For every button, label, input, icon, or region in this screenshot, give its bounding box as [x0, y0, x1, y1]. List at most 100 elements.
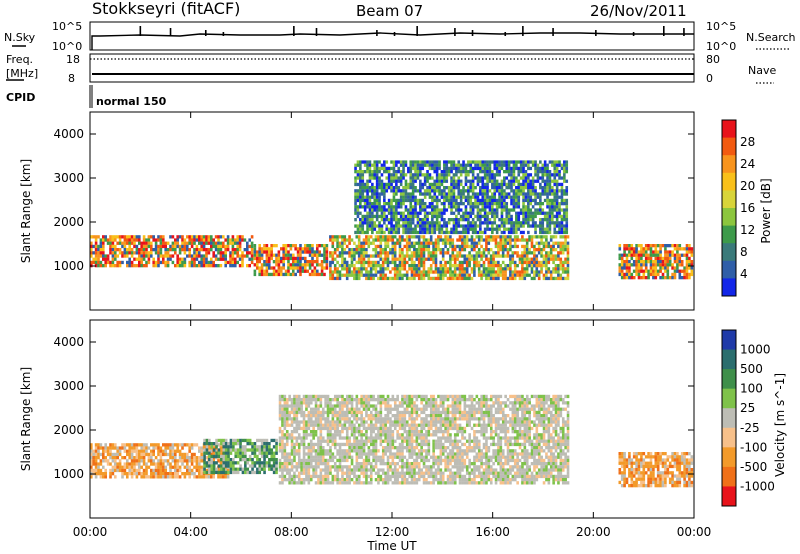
power-cell — [437, 273, 440, 277]
power-cell — [390, 208, 393, 212]
power-cell — [443, 192, 446, 196]
power-cell — [515, 218, 518, 222]
power-cell — [535, 267, 539, 271]
power-cell — [522, 166, 525, 171]
power-cell — [558, 160, 561, 164]
power-cell — [452, 163, 456, 167]
power-cell — [546, 192, 549, 196]
power-cell — [296, 256, 300, 261]
power-cell — [509, 260, 512, 265]
power-cell — [331, 251, 335, 255]
power-cell — [559, 276, 563, 281]
velocity-cell — [135, 456, 139, 460]
velocity-cell — [232, 467, 235, 471]
velocity-cell — [324, 452, 327, 456]
velocity-cell — [321, 474, 325, 479]
power-cell — [384, 241, 387, 245]
power-cell — [231, 260, 235, 265]
power-cell — [559, 273, 563, 277]
velocity-cell — [297, 426, 301, 431]
power-cell — [188, 238, 191, 242]
power-cell — [365, 270, 368, 274]
velocity-cell — [217, 464, 221, 468]
power-cell — [440, 224, 444, 228]
velocity-cell — [253, 448, 257, 452]
velocity-cell — [329, 398, 332, 402]
power-cell — [183, 251, 187, 255]
power-cell — [318, 250, 321, 254]
power-cell — [518, 238, 522, 242]
power-cell — [548, 214, 552, 219]
power-cell — [374, 235, 378, 239]
velocity-cell — [203, 454, 206, 459]
power-cell — [323, 250, 326, 254]
power-cell — [543, 192, 547, 196]
power-cell — [150, 248, 153, 252]
power-cell — [402, 170, 405, 174]
power-cell — [343, 273, 347, 277]
power-cell — [462, 186, 465, 190]
power-cell — [537, 273, 541, 277]
power-cell — [357, 257, 361, 261]
power-cell — [434, 267, 438, 271]
power-cell — [516, 254, 519, 258]
power-cell — [447, 160, 451, 164]
power-cell — [422, 257, 426, 261]
velocity-cell — [314, 430, 318, 434]
velocity-cell — [90, 459, 93, 463]
power-cell — [498, 160, 501, 164]
power-cell — [537, 244, 541, 249]
velocity-cell — [319, 442, 323, 447]
velocity-cell — [314, 410, 318, 415]
power-cell — [397, 166, 401, 171]
power-cell — [469, 166, 473, 171]
power-cell — [541, 166, 545, 171]
power-cell — [387, 186, 391, 190]
power-cell — [487, 264, 491, 268]
power-cell — [510, 179, 513, 183]
velocity-cell — [329, 455, 332, 459]
power-cell — [488, 205, 492, 209]
power-cell — [519, 230, 523, 235]
power-cell — [419, 230, 422, 235]
power-cell — [501, 276, 505, 281]
power-cell — [437, 267, 440, 271]
power-cell — [186, 254, 189, 258]
power-cell — [423, 224, 427, 228]
velocity-cell — [295, 417, 299, 421]
power-cell — [498, 224, 501, 228]
power-cell — [500, 189, 504, 193]
velocity-cell — [275, 451, 278, 455]
power-cell — [320, 269, 324, 273]
power-cell — [565, 166, 569, 171]
power-cell — [511, 276, 515, 281]
power-cell — [336, 254, 339, 258]
power-cell — [505, 227, 509, 231]
power-cell — [505, 218, 509, 222]
velocity-cell — [270, 448, 274, 452]
power-cell — [403, 257, 407, 261]
power-cell — [373, 221, 377, 225]
power-cell — [451, 270, 455, 274]
power-cell — [368, 179, 372, 183]
power-cell — [673, 253, 677, 257]
velocity-cell — [215, 470, 218, 475]
power-cell — [341, 251, 344, 255]
velocity-cell — [241, 445, 245, 449]
velocity-cell — [317, 417, 320, 421]
velocity-cell — [309, 455, 313, 459]
power-cell — [444, 273, 447, 277]
velocity-cell — [309, 423, 313, 427]
power-cell — [404, 189, 408, 193]
power-cell — [279, 247, 283, 251]
velocity-cell — [283, 468, 287, 472]
velocity-cell — [321, 414, 325, 418]
power-cell — [366, 195, 369, 199]
power-cell — [385, 218, 389, 222]
power-cell — [366, 214, 369, 219]
velocity-cell — [260, 451, 264, 455]
power-cell — [354, 163, 357, 167]
power-cell — [299, 250, 302, 254]
velocity-cell — [217, 443, 220, 447]
velocity-cell — [275, 445, 278, 449]
